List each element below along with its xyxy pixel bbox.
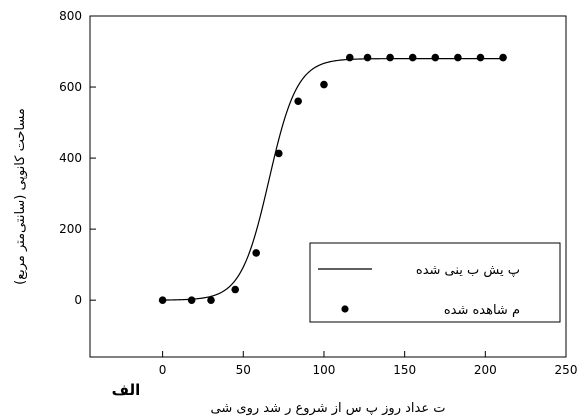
observed-point — [187, 296, 196, 304]
observed-point — [274, 149, 283, 158]
x-axis-ticks: 0 50 100 150 200 250 — [159, 351, 578, 377]
x-tick-label: 250 — [555, 363, 578, 377]
y-tick-label: 200 — [59, 222, 82, 236]
observed-point — [408, 53, 417, 62]
observed-point — [252, 249, 260, 257]
observed-point — [454, 53, 462, 62]
observed-point — [499, 53, 507, 62]
panel-label: الف — [112, 381, 141, 399]
legend-dot-sample — [341, 305, 349, 313]
observed-point — [431, 53, 440, 62]
legend-label-predicted: پ یش ب ینی شده — [416, 263, 520, 278]
observed-point — [294, 97, 302, 106]
plot-frame — [89, 15, 567, 358]
observed-point — [345, 53, 354, 62]
observed-point — [207, 296, 215, 304]
observed-point — [231, 285, 240, 294]
legend-label-observed: م شاهده شده — [444, 303, 520, 318]
y-axis-title: مساحت کانوپی (سانتی‌متر مربع) — [13, 108, 28, 285]
y-tick-label: 0 — [74, 293, 82, 307]
y-axis-ticks: 0 200 400 600 800 — [59, 9, 96, 307]
legend: پ یش ب ینی شده م شاهده شده — [309, 242, 561, 323]
y-tick-label: 800 — [59, 9, 82, 23]
observed-point — [386, 53, 394, 62]
observed-point — [320, 80, 328, 89]
x-tick-label: 0 — [159, 363, 167, 377]
predicted-curve — [162, 58, 505, 301]
x-tick-label: 100 — [313, 363, 336, 377]
legend-box — [309, 242, 561, 323]
x-tick-label: 150 — [393, 363, 416, 377]
y-tick-label: 400 — [59, 151, 82, 165]
x-tick-label: 50 — [236, 363, 251, 377]
observed-point — [158, 296, 167, 304]
x-axis-title: ت عداد روز پ س از شروع ر شد روی شی — [211, 401, 446, 416]
observed-point — [476, 53, 485, 62]
observed-point — [363, 53, 372, 62]
observed-points — [158, 53, 507, 304]
y-tick-label: 600 — [59, 80, 82, 94]
x-tick-label: 200 — [474, 363, 497, 377]
